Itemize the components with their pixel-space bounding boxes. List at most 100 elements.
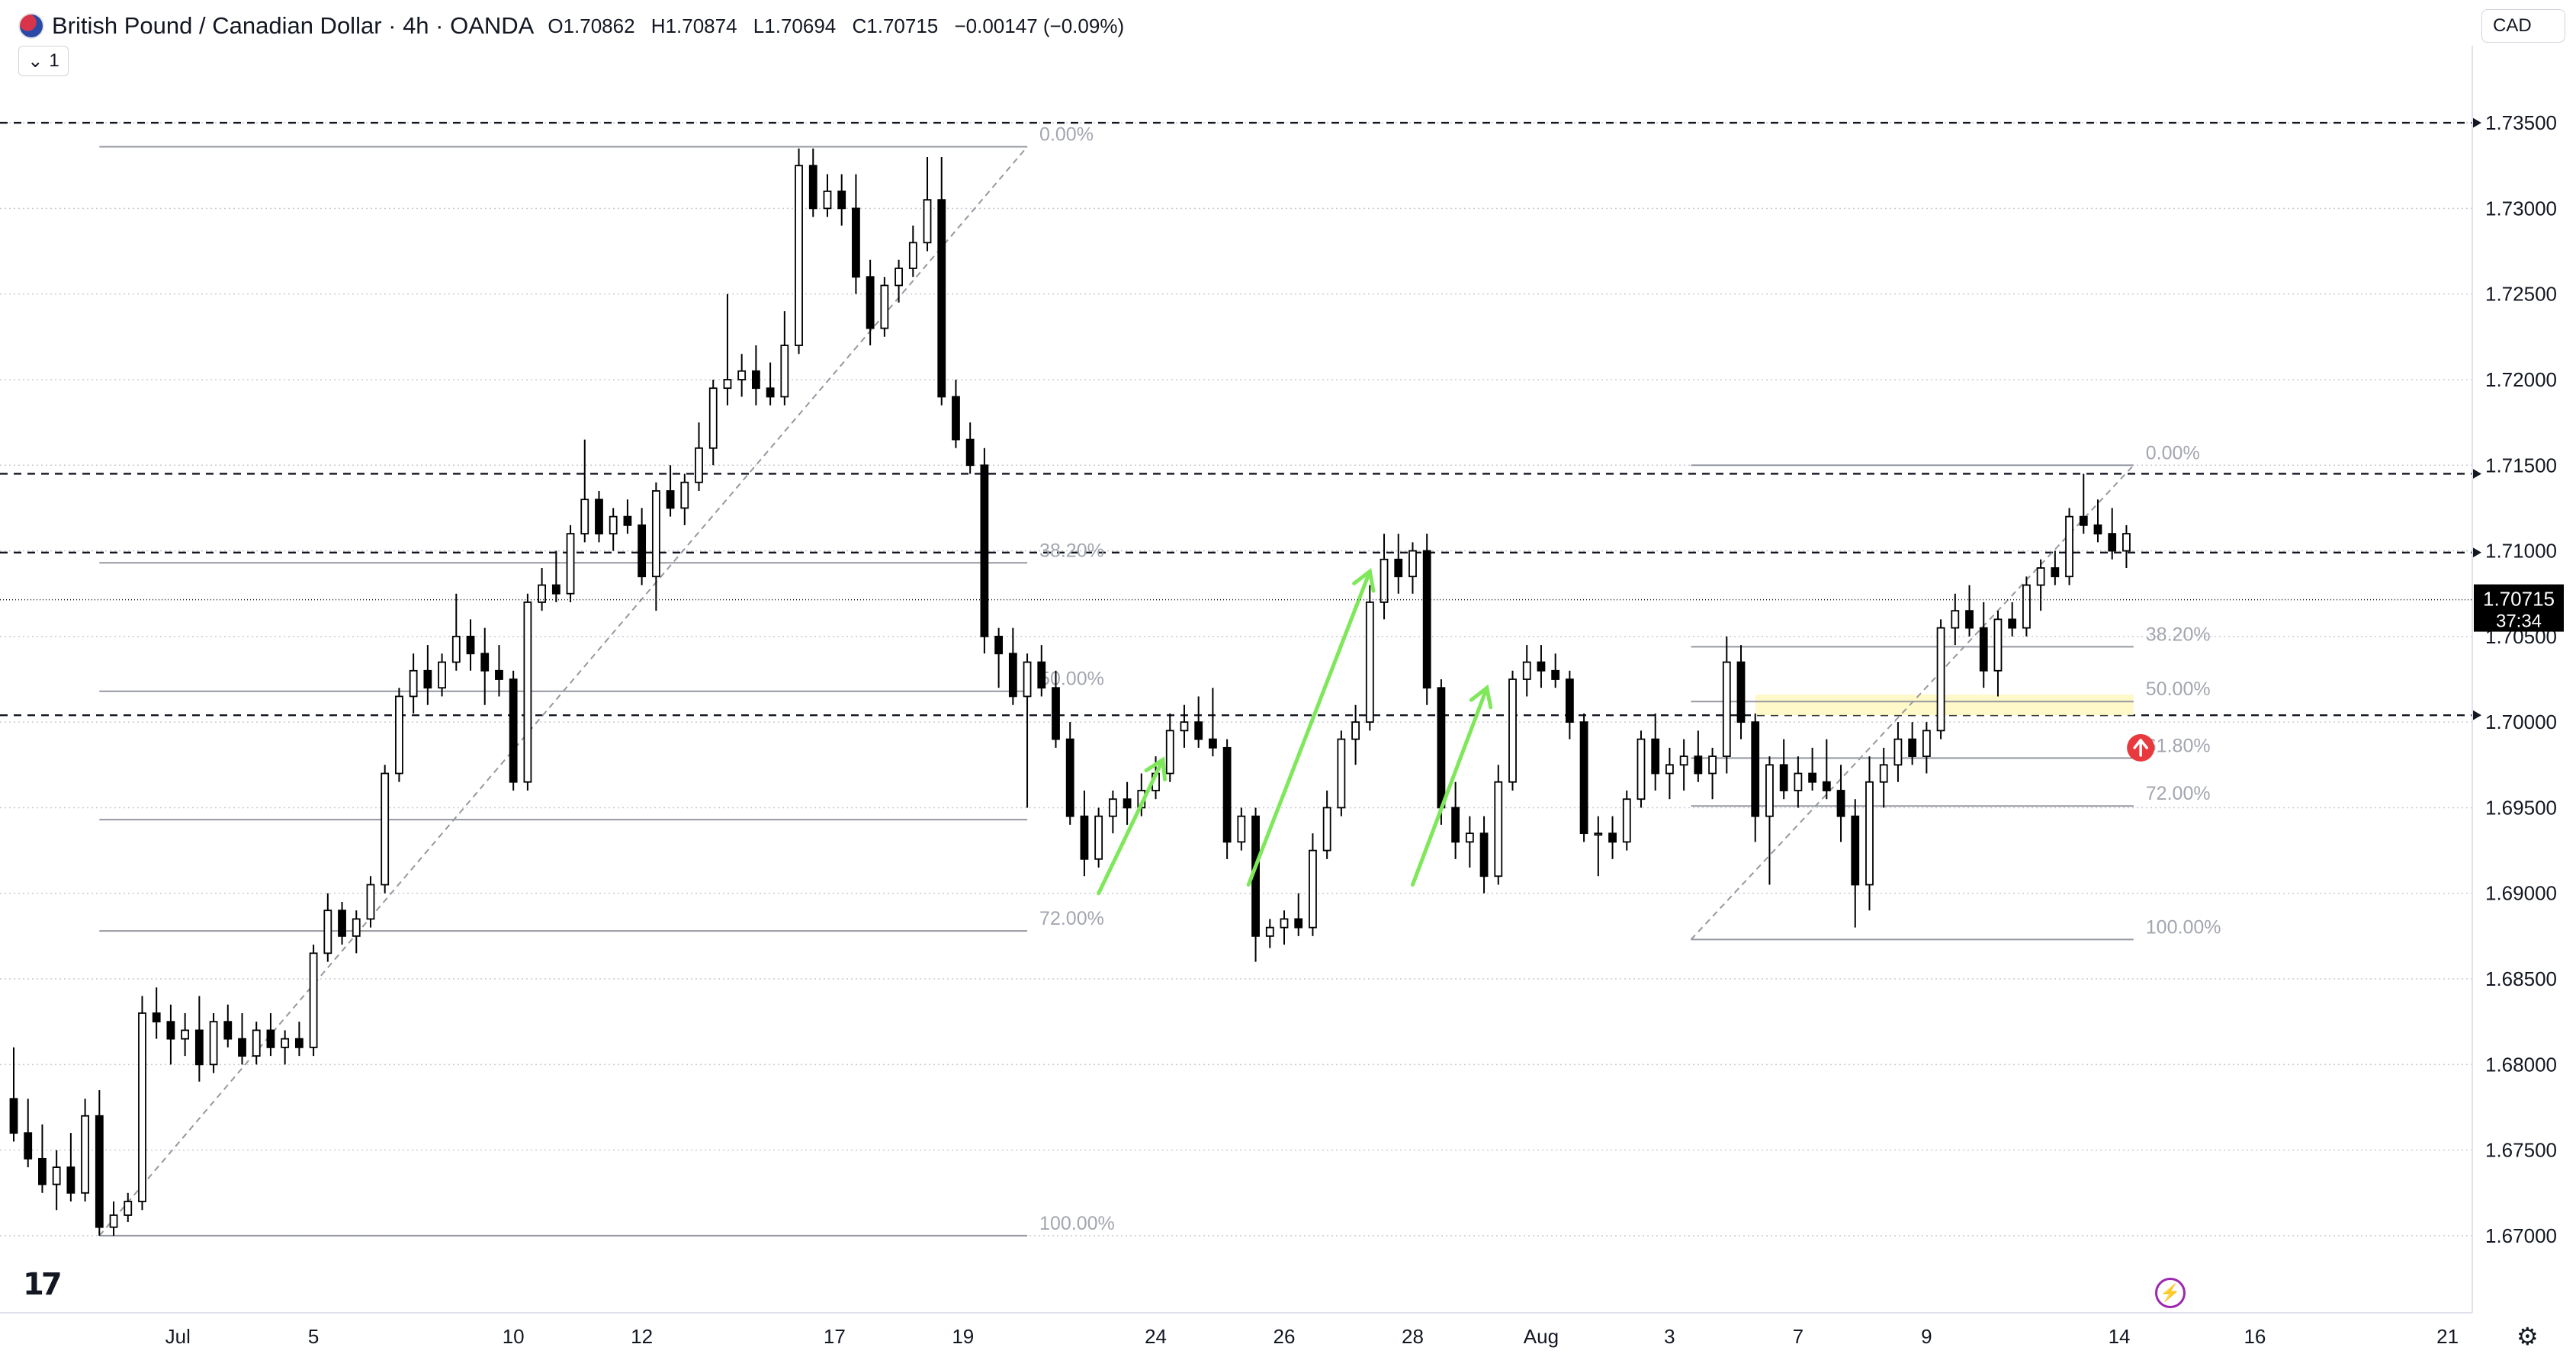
candle xyxy=(823,174,832,217)
candle-body xyxy=(1836,790,1845,817)
price-tick-label: 1.72000 xyxy=(2485,368,2557,391)
candle-body xyxy=(2065,515,2073,578)
candle xyxy=(1665,747,1674,800)
price-tick-label: 1.67500 xyxy=(2485,1139,2557,1162)
candle-body xyxy=(623,515,632,526)
candle-body xyxy=(1451,807,1460,843)
candle-body xyxy=(852,207,860,278)
candle xyxy=(737,354,747,397)
candle-body xyxy=(81,1115,89,1194)
candle xyxy=(808,148,817,217)
candle xyxy=(1451,781,1460,859)
candle-body xyxy=(1394,558,1403,578)
candle xyxy=(2051,550,2060,585)
candle-body xyxy=(9,1098,18,1134)
candle-body xyxy=(1736,661,1746,723)
candle xyxy=(1194,696,1203,748)
candle-body xyxy=(1922,730,1931,757)
candle xyxy=(551,550,560,602)
candle-body xyxy=(723,379,732,390)
time-tick-label: 14 xyxy=(2109,1325,2131,1348)
candle-body xyxy=(109,1214,118,1228)
lightning-icon[interactable]: ⚡ xyxy=(2155,1278,2186,1308)
candle xyxy=(294,1022,304,1057)
indicator-collapse-button[interactable]: ⌄ 1 xyxy=(18,46,69,76)
candle-body xyxy=(1065,738,1074,817)
price-tick-label: 1.73500 xyxy=(2485,111,2557,134)
fib-level-label: 61.80% xyxy=(2146,735,2211,756)
trend-arrow xyxy=(1410,685,1489,887)
candle xyxy=(1579,713,1588,842)
candle-body xyxy=(1579,721,1588,835)
candle-body xyxy=(1822,781,1831,791)
candle-body xyxy=(1180,721,1189,732)
fib-level-label: 50.00% xyxy=(1039,669,1104,690)
candle xyxy=(124,1192,133,1222)
candle xyxy=(1722,636,1731,774)
tradingview-logo-icon[interactable]: 17 xyxy=(23,1267,63,1302)
candle xyxy=(1209,688,1217,757)
candle-body xyxy=(1023,661,1032,698)
fib-level-label: 50.00% xyxy=(2146,678,2211,700)
candle-body xyxy=(1665,764,1674,775)
candle xyxy=(1922,722,1931,774)
candle-body xyxy=(181,1029,190,1040)
price-tick-label: 1.68000 xyxy=(2485,1053,2557,1076)
candle-body xyxy=(1094,815,1103,860)
candle xyxy=(152,987,161,1039)
candle xyxy=(238,1012,246,1065)
candle-body xyxy=(223,1021,233,1040)
candle-body xyxy=(1751,721,1760,817)
time-tick-label: Jul xyxy=(165,1325,191,1348)
candle xyxy=(2079,473,2088,534)
candle-body xyxy=(2108,533,2117,552)
candle xyxy=(281,1030,290,1065)
candle xyxy=(451,593,461,671)
candle-body xyxy=(1794,772,1803,791)
price-tick-label: 1.73000 xyxy=(2485,197,2557,220)
candle-body xyxy=(1708,755,1717,775)
candle-body xyxy=(1108,798,1117,817)
candle xyxy=(1879,747,1888,808)
candle-body xyxy=(1522,661,1531,680)
gear-icon[interactable]: ⚙ xyxy=(2517,1323,2539,1350)
candle xyxy=(480,627,490,705)
symbol-title[interactable]: British Pound / Canadian Dollar · 4h · O… xyxy=(52,12,535,39)
candle xyxy=(1008,627,1017,705)
candle-body xyxy=(1951,610,1960,629)
candle-body xyxy=(1479,832,1489,877)
candle xyxy=(994,627,1004,688)
price-tick-label: 1.71000 xyxy=(2485,540,2557,563)
candle xyxy=(965,422,975,474)
candle xyxy=(95,1090,104,1236)
price-tick-label: 1.71500 xyxy=(2485,454,2557,476)
candle-body xyxy=(2022,584,2031,629)
candle xyxy=(651,482,660,611)
current-price-label: 1.70715 xyxy=(2483,588,2555,611)
candle-body xyxy=(2036,567,2045,586)
candle-body xyxy=(780,345,789,398)
level-marker xyxy=(2472,117,2481,129)
currency-button[interactable]: CAD xyxy=(2481,9,2565,43)
candle xyxy=(1736,645,1746,739)
candle-body xyxy=(837,191,846,210)
grid-lines xyxy=(0,122,2472,1237)
price-axis: 1.67000 1.67500 1.68000 1.68500 1.69000 1.695… xyxy=(0,46,2564,1313)
candle-body xyxy=(937,199,946,398)
candle-body xyxy=(880,284,889,329)
candle xyxy=(1309,833,1317,936)
candle xyxy=(1322,790,1331,859)
candle-body xyxy=(238,1038,246,1057)
time-tick-label: 21 xyxy=(2436,1325,2459,1348)
candle xyxy=(580,439,589,543)
candle-body xyxy=(1351,721,1360,740)
indicator-count: 1 xyxy=(49,50,59,71)
candle-body xyxy=(1722,661,1731,757)
candle-body xyxy=(1765,764,1774,817)
candle xyxy=(1522,645,1531,697)
candle-body xyxy=(438,661,446,689)
candle-body xyxy=(1365,602,1374,723)
candle xyxy=(980,448,989,654)
candle xyxy=(1537,645,1546,688)
